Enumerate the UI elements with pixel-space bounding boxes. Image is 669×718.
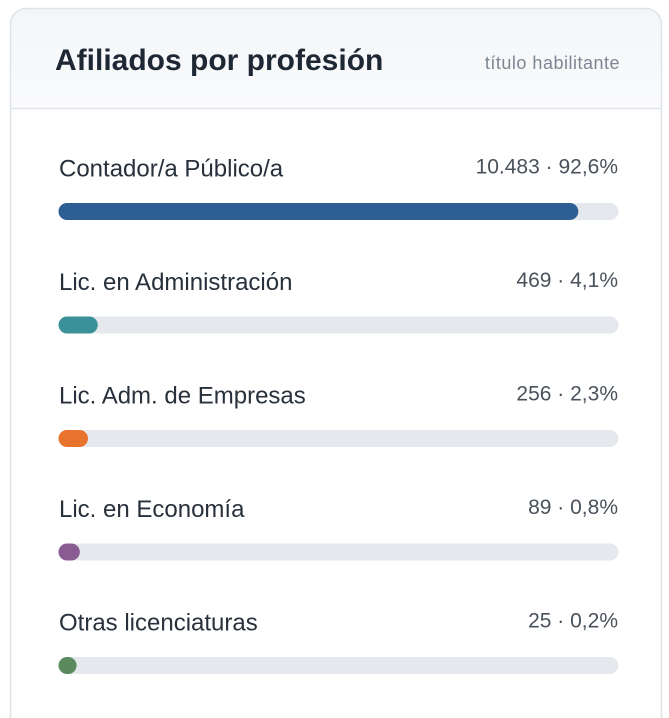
value-label: 25 · 0,2% — [528, 610, 618, 633]
category-label: Lic. en Administración — [59, 269, 292, 296]
category-label: Otras licenciaturas — [59, 609, 258, 636]
card — [10, 8, 662, 718]
chart-subtitle: título habilitante — [485, 53, 620, 73]
category-label: Lic. Adm. de Empresas — [59, 382, 306, 409]
category-label: Lic. en Economía — [59, 496, 245, 523]
value-label: 256 · 2,3% — [516, 383, 618, 406]
value-label: 469 · 4,1% — [516, 269, 618, 292]
category-label: Contador/a Público/a — [59, 155, 284, 182]
chart-title: Afiliados por profesión — [55, 44, 383, 77]
card-header — [10, 8, 662, 108]
value-label: 89 · 0,8% — [528, 496, 618, 519]
value-label: 10.483 · 92,6% — [476, 156, 618, 179]
